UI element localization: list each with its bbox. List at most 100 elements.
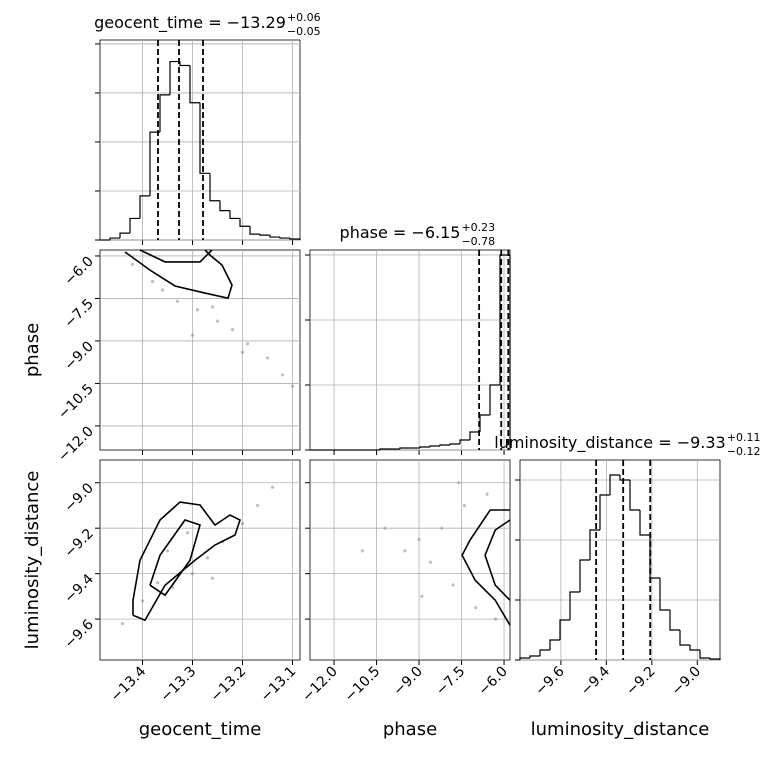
hist-bin (519, 657, 530, 660)
sample-point (474, 606, 478, 610)
sample-point (155, 581, 160, 585)
sample-point (403, 549, 407, 553)
x-tick-label: −9.0 (391, 664, 426, 699)
sample-point (195, 308, 200, 312)
sample-point (493, 617, 498, 621)
y-tick-label: −10.5 (55, 381, 97, 423)
x-tick-label: −9.6 (532, 663, 567, 698)
hist-bin (679, 630, 690, 646)
hist-bin (459, 439, 470, 444)
sample-point (240, 350, 245, 354)
hist-bin (709, 658, 721, 660)
sample-point (210, 576, 215, 580)
x-axis-label: phase (383, 719, 437, 740)
hist-bin (399, 447, 410, 449)
y-tick-label: −9.6 (61, 617, 96, 652)
sample-point (485, 492, 489, 496)
sample-point (462, 503, 466, 508)
contour (132, 501, 241, 622)
y-tick-label: −12.0 (55, 423, 97, 465)
hist-bin (559, 619, 570, 640)
hist-bin (169, 60, 180, 95)
sample-point (451, 583, 455, 587)
sample-point (185, 531, 190, 535)
hist-bin (419, 446, 430, 448)
hist-bin (629, 480, 640, 511)
title-upper: +0.23 (461, 221, 495, 234)
hist-bin (599, 494, 610, 530)
title-main: geocent_time = −13.29 (94, 13, 286, 33)
y-axis-label: phase (22, 323, 43, 377)
hist-bin (159, 94, 170, 133)
sample-point (190, 333, 195, 337)
sample-point (270, 485, 275, 489)
sample-point (383, 526, 387, 530)
hist-bin (109, 237, 120, 240)
title-main: luminosity_distance = −9.33 (494, 433, 725, 453)
title-main: phase = −6.15 (340, 223, 461, 242)
y-tick-label: −7.5 (61, 296, 96, 331)
hist-bin (139, 195, 150, 219)
hist-bin (669, 610, 680, 631)
x-axis-label: geocent_time (139, 719, 262, 740)
sample-point (240, 522, 245, 526)
sample-point (230, 328, 235, 332)
sample-point (417, 537, 421, 542)
sample-point (120, 622, 125, 626)
panel-frame (99, 249, 301, 451)
sample-point (265, 356, 270, 360)
hist-bin (569, 591, 580, 620)
panel-frame (99, 459, 301, 661)
x-tick-label: −9.4 (578, 663, 613, 698)
x-tick-label: −6.0 (476, 664, 511, 699)
sample-point (140, 599, 145, 603)
x-tick-label: −7.5 (433, 664, 468, 699)
panel-frame (309, 459, 511, 661)
y-tick-label: −9.2 (61, 526, 96, 561)
hist-bin (429, 445, 440, 447)
x-tick-label: −13.1 (258, 664, 300, 706)
hist-bin (439, 444, 450, 446)
hist-bin (689, 645, 700, 651)
title-upper: +0.11 (727, 431, 760, 444)
sample-point (428, 560, 432, 564)
scatter-clip (120, 485, 275, 626)
hist-bin (539, 649, 550, 656)
sample-point (215, 319, 220, 323)
y-tick-label: −9.0 (61, 480, 96, 515)
sample-point (440, 526, 444, 530)
panel-frame (519, 459, 721, 661)
hist-bin (149, 131, 160, 196)
hist-bin (489, 384, 500, 415)
scatter-clip (360, 481, 498, 621)
hist-bin (699, 650, 710, 659)
contour (149, 519, 201, 597)
hist-bin (239, 218, 250, 227)
sample-point (280, 373, 285, 377)
panel-title: luminosity_distance = −9.33 (494, 433, 725, 453)
hist-bin (619, 475, 630, 481)
hist-bin (609, 474, 620, 495)
sample-point (175, 299, 180, 303)
sample-point (205, 556, 210, 560)
sample-point (160, 288, 165, 292)
sample-point (130, 262, 135, 267)
hist-bin (579, 559, 590, 592)
sample-point (457, 481, 461, 485)
hist-bin (589, 529, 600, 560)
hist-bin (289, 238, 301, 240)
hist-bin (549, 639, 560, 650)
sample-point (165, 549, 170, 553)
title-lower: −0.05 (287, 25, 321, 38)
x-tick-label: −13.3 (158, 664, 200, 706)
contour (484, 519, 511, 601)
sample-point (420, 594, 424, 598)
y-tick-label: −6.0 (61, 253, 96, 288)
sample-point (190, 572, 195, 576)
sample-point (255, 503, 260, 508)
hist-bin (269, 235, 280, 238)
y-axis-label: luminosity_distance (22, 471, 43, 650)
y-tick-label: −9.4 (61, 571, 96, 606)
hist-bin (449, 443, 460, 445)
